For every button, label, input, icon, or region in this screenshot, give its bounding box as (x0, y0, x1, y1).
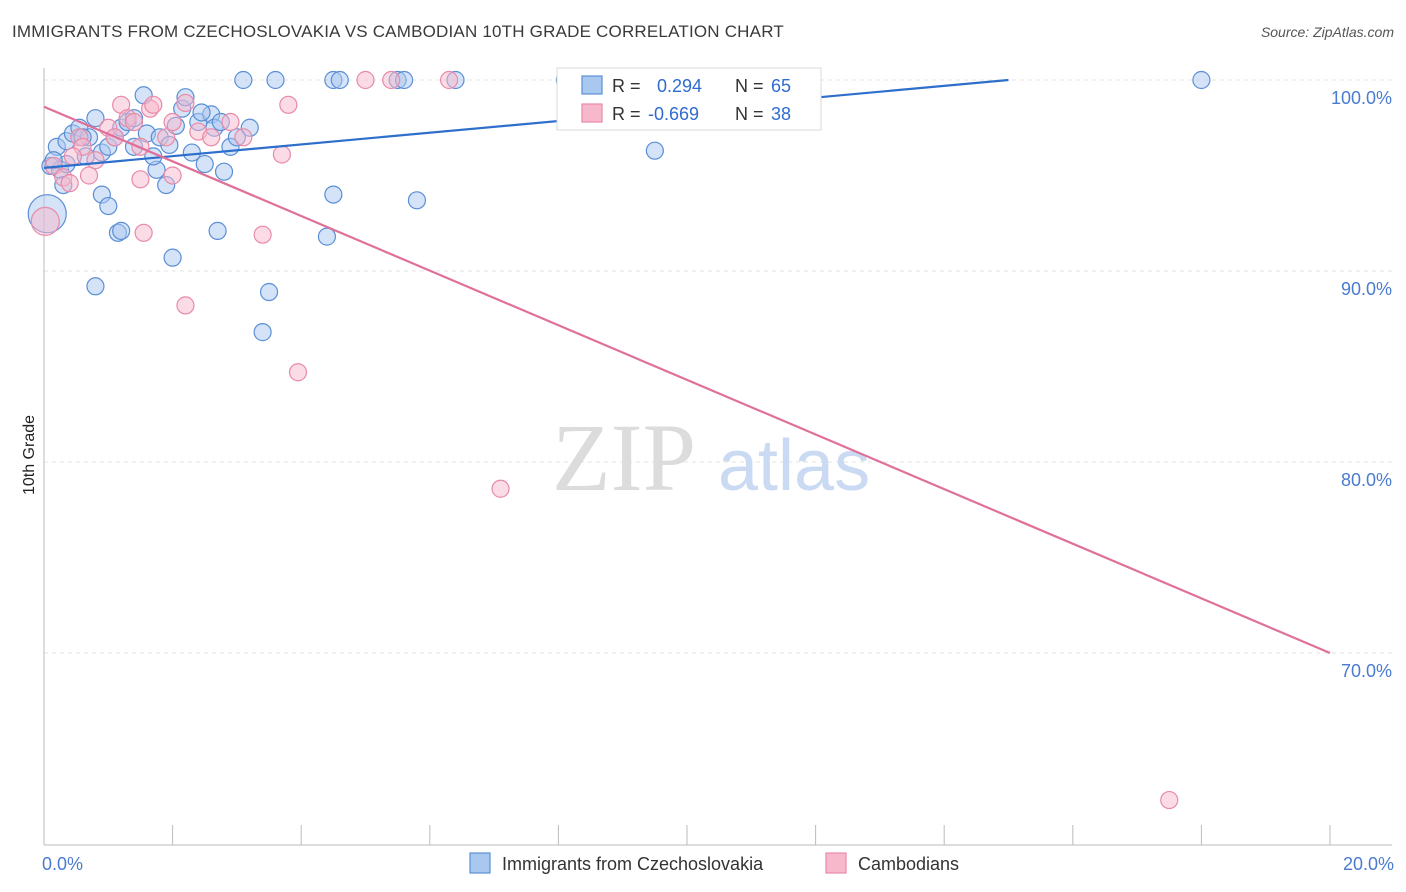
cambodian-point-21 (221, 112, 240, 132)
source-credit: Source: ZipAtlas.com (1260, 24, 1394, 40)
cambodian-point-6 (79, 166, 99, 185)
cambodian-point-25 (131, 170, 150, 189)
y-tick-label-1: 90.0% (1341, 279, 1392, 299)
cambodian-point-7 (86, 151, 105, 170)
cambodian-point-26 (134, 223, 153, 242)
watermark-zip: ZIP (552, 404, 696, 511)
cambodian-point-30 (288, 363, 308, 382)
czech-point-44 (407, 191, 427, 210)
czech-point-41 (253, 323, 272, 342)
czech-point-30 (214, 162, 234, 181)
czech-point-55 (645, 141, 664, 160)
cambodian-point-31 (356, 70, 375, 90)
y-tick-labels: 100.0% 90.0% 80.0% 70.0% (1331, 88, 1392, 681)
legend-blue-swatch (469, 852, 491, 874)
czech-point-43 (317, 227, 337, 246)
x-tick-label-max: 20.0% (1343, 854, 1394, 874)
stats-pink-n-value: 38 (771, 104, 791, 124)
gridlines (44, 79, 1392, 654)
legend-blue-label: Immigrants from Czechoslovakia (502, 854, 764, 874)
cambodian-point-3 (60, 174, 79, 193)
czech-point-40 (259, 282, 279, 302)
cambodian-point-20 (202, 128, 221, 147)
cambodian-point-17 (163, 112, 182, 132)
legend-pink-swatch (825, 852, 847, 874)
legend: Immigrants from Czechoslovakia Cambodian… (469, 852, 959, 874)
czech-point-49 (330, 70, 349, 90)
czech-point-64 (192, 103, 211, 122)
cambodian-point-34 (491, 479, 510, 498)
y-axis-label: 10th Grade (21, 415, 38, 495)
watermark-atlas: atlas (718, 426, 870, 506)
x-tick-labels: 0.0% 20.0% (42, 854, 1394, 874)
czech-point-45 (86, 277, 105, 296)
chart-title: IMMIGRANTS FROM CZECHOSLOVAKIA VS CAMBOD… (12, 22, 784, 41)
watermark: ZIP atlas (552, 404, 870, 511)
cambodian-point-18 (176, 93, 195, 113)
czech-point-42 (324, 185, 343, 204)
cambodian-trend-line (43, 105, 1331, 655)
stats-blue-n-value: 65 (771, 76, 791, 96)
cambodian-point-12 (124, 112, 144, 132)
cambodian-point-15 (144, 95, 163, 114)
stats-box: R = 0.294 N = 65 R = -0.669 N = 38 (556, 67, 822, 131)
czech-point-26 (195, 154, 214, 174)
y-tick-label-3: 70.0% (1341, 661, 1392, 681)
cambodian-point-23 (272, 145, 292, 164)
czech-point-39 (208, 221, 227, 240)
stats-pink-r-label: R = (612, 104, 641, 124)
cambodian-point-35 (1160, 790, 1179, 810)
cambodian-point-36 (63, 147, 83, 166)
stats-pink-r-value: -0.669 (648, 104, 699, 124)
czech-point-36 (112, 221, 131, 240)
stats-pink-swatch (581, 103, 603, 123)
czech-point-34 (99, 196, 118, 216)
cambodian-point-28 (176, 296, 195, 315)
cambodian-point-29 (253, 225, 272, 244)
trend-lines (43, 78, 1331, 655)
czech-point-38 (163, 248, 182, 267)
x-tick-label-min: 0.0% (42, 854, 83, 874)
czech-trend-line (43, 78, 1009, 169)
cambodian-point-16 (157, 128, 176, 147)
cambodian-point-32 (382, 70, 401, 90)
cambodian-point-27 (163, 166, 182, 185)
stats-blue-swatch (581, 75, 603, 95)
czech-point-47 (266, 70, 285, 90)
cambodian-point-0 (30, 206, 60, 236)
stats-blue-r-value: 0.294 (657, 76, 702, 96)
cambodian-point-24 (279, 95, 298, 114)
axes (43, 68, 1392, 846)
y-tick-label-0: 100.0% (1331, 88, 1392, 108)
cambodian-point-33 (439, 70, 459, 90)
stats-pink-n-label: N = (735, 104, 764, 124)
y-tick-label-2: 80.0% (1341, 470, 1392, 490)
czech-point-9 (86, 109, 105, 128)
legend-pink-label: Cambodians (858, 854, 959, 874)
stats-blue-r-label: R = (612, 76, 641, 96)
stats-blue-n-label: N = (735, 76, 764, 96)
czech-point-56 (1192, 70, 1211, 90)
czech-point-46 (234, 70, 253, 90)
cambodian-point-22 (234, 128, 253, 147)
